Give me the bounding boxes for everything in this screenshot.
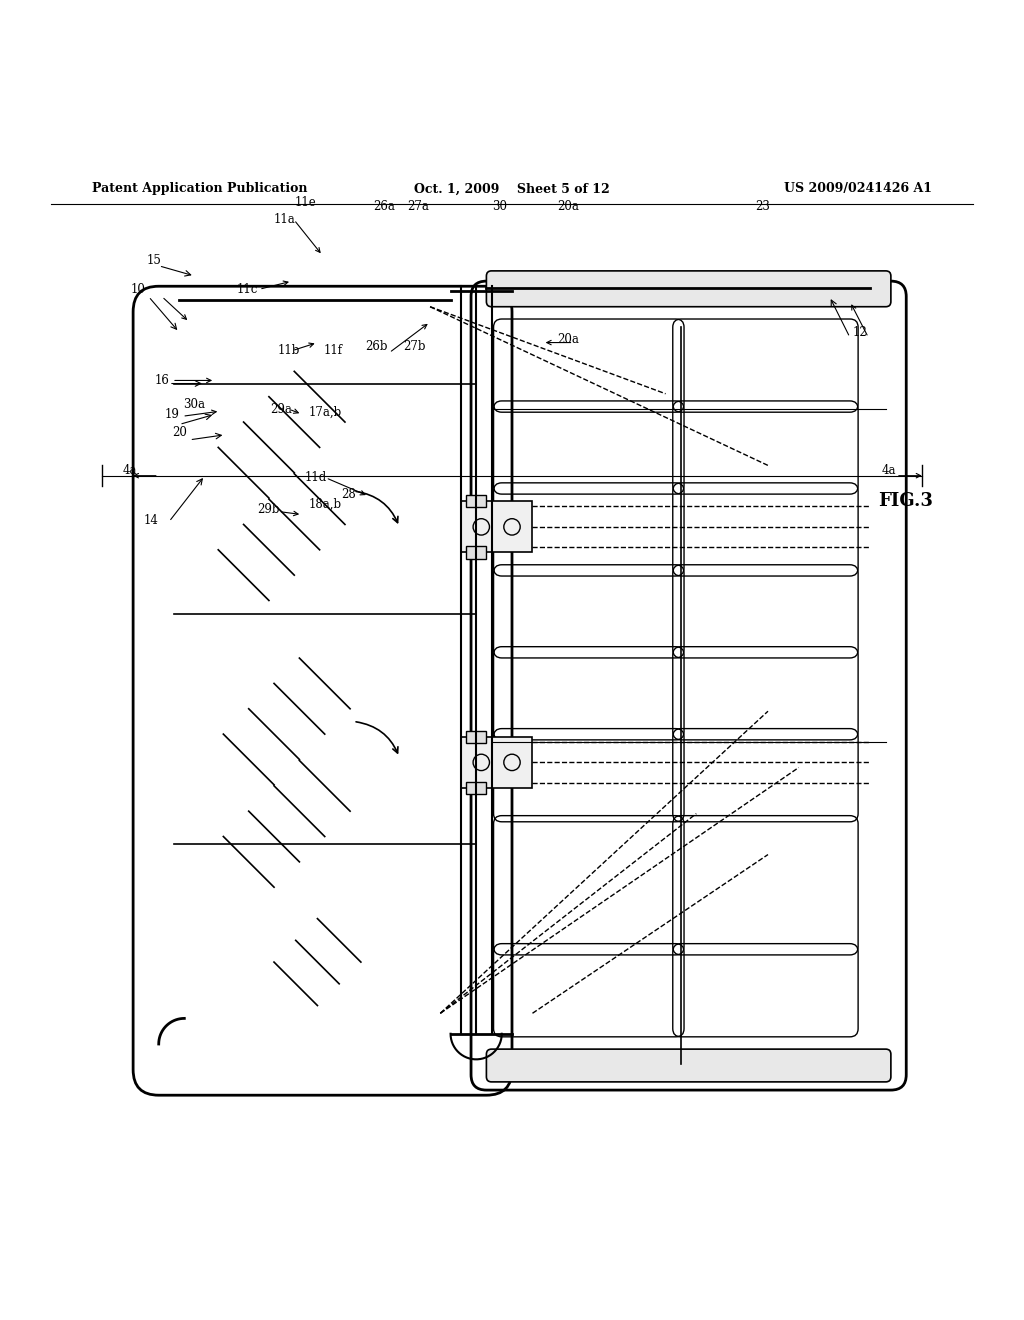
Text: 4a: 4a bbox=[882, 465, 896, 477]
Text: 27a: 27a bbox=[407, 199, 429, 213]
Text: 4a: 4a bbox=[123, 465, 137, 477]
Text: 10: 10 bbox=[131, 282, 145, 296]
Text: 19: 19 bbox=[165, 408, 179, 421]
Text: 17a,b: 17a,b bbox=[309, 405, 342, 418]
Text: 18a,b: 18a,b bbox=[309, 498, 342, 511]
Text: 30: 30 bbox=[493, 199, 507, 213]
Bar bbox=[466, 546, 486, 558]
Bar bbox=[466, 731, 486, 743]
Text: 15: 15 bbox=[146, 255, 161, 267]
FancyBboxPatch shape bbox=[486, 1049, 891, 1082]
Text: Patent Application Publication: Patent Application Publication bbox=[92, 182, 307, 195]
Bar bbox=[466, 495, 486, 507]
Text: US 2009/0241426 A1: US 2009/0241426 A1 bbox=[783, 182, 932, 195]
Text: FIG.3: FIG.3 bbox=[879, 492, 934, 511]
Text: 11f: 11f bbox=[324, 345, 342, 358]
Bar bbox=[461, 737, 532, 788]
Text: 20a: 20a bbox=[557, 333, 580, 346]
Text: 28: 28 bbox=[341, 487, 355, 500]
Text: 26b: 26b bbox=[366, 341, 388, 354]
FancyBboxPatch shape bbox=[486, 271, 891, 306]
Text: Oct. 1, 2009    Sheet 5 of 12: Oct. 1, 2009 Sheet 5 of 12 bbox=[414, 182, 610, 195]
Text: 11a: 11a bbox=[273, 213, 296, 226]
Bar bbox=[466, 781, 486, 795]
Text: 20: 20 bbox=[172, 426, 186, 440]
Text: 11d: 11d bbox=[304, 471, 327, 484]
Text: 27b: 27b bbox=[403, 341, 426, 354]
Text: 26a: 26a bbox=[373, 199, 395, 213]
Text: 14: 14 bbox=[144, 515, 159, 527]
Text: 29b: 29b bbox=[257, 503, 280, 516]
Text: 29a: 29a bbox=[270, 403, 293, 416]
Text: 20a: 20a bbox=[557, 199, 580, 213]
Text: 12: 12 bbox=[853, 326, 867, 339]
Text: 11b: 11b bbox=[278, 345, 300, 358]
Text: 11e: 11e bbox=[294, 195, 316, 209]
Text: 23: 23 bbox=[756, 199, 770, 213]
Bar bbox=[461, 502, 532, 553]
Text: 11c: 11c bbox=[238, 282, 258, 296]
Text: 16: 16 bbox=[155, 374, 169, 387]
Text: 30a: 30a bbox=[183, 397, 206, 411]
